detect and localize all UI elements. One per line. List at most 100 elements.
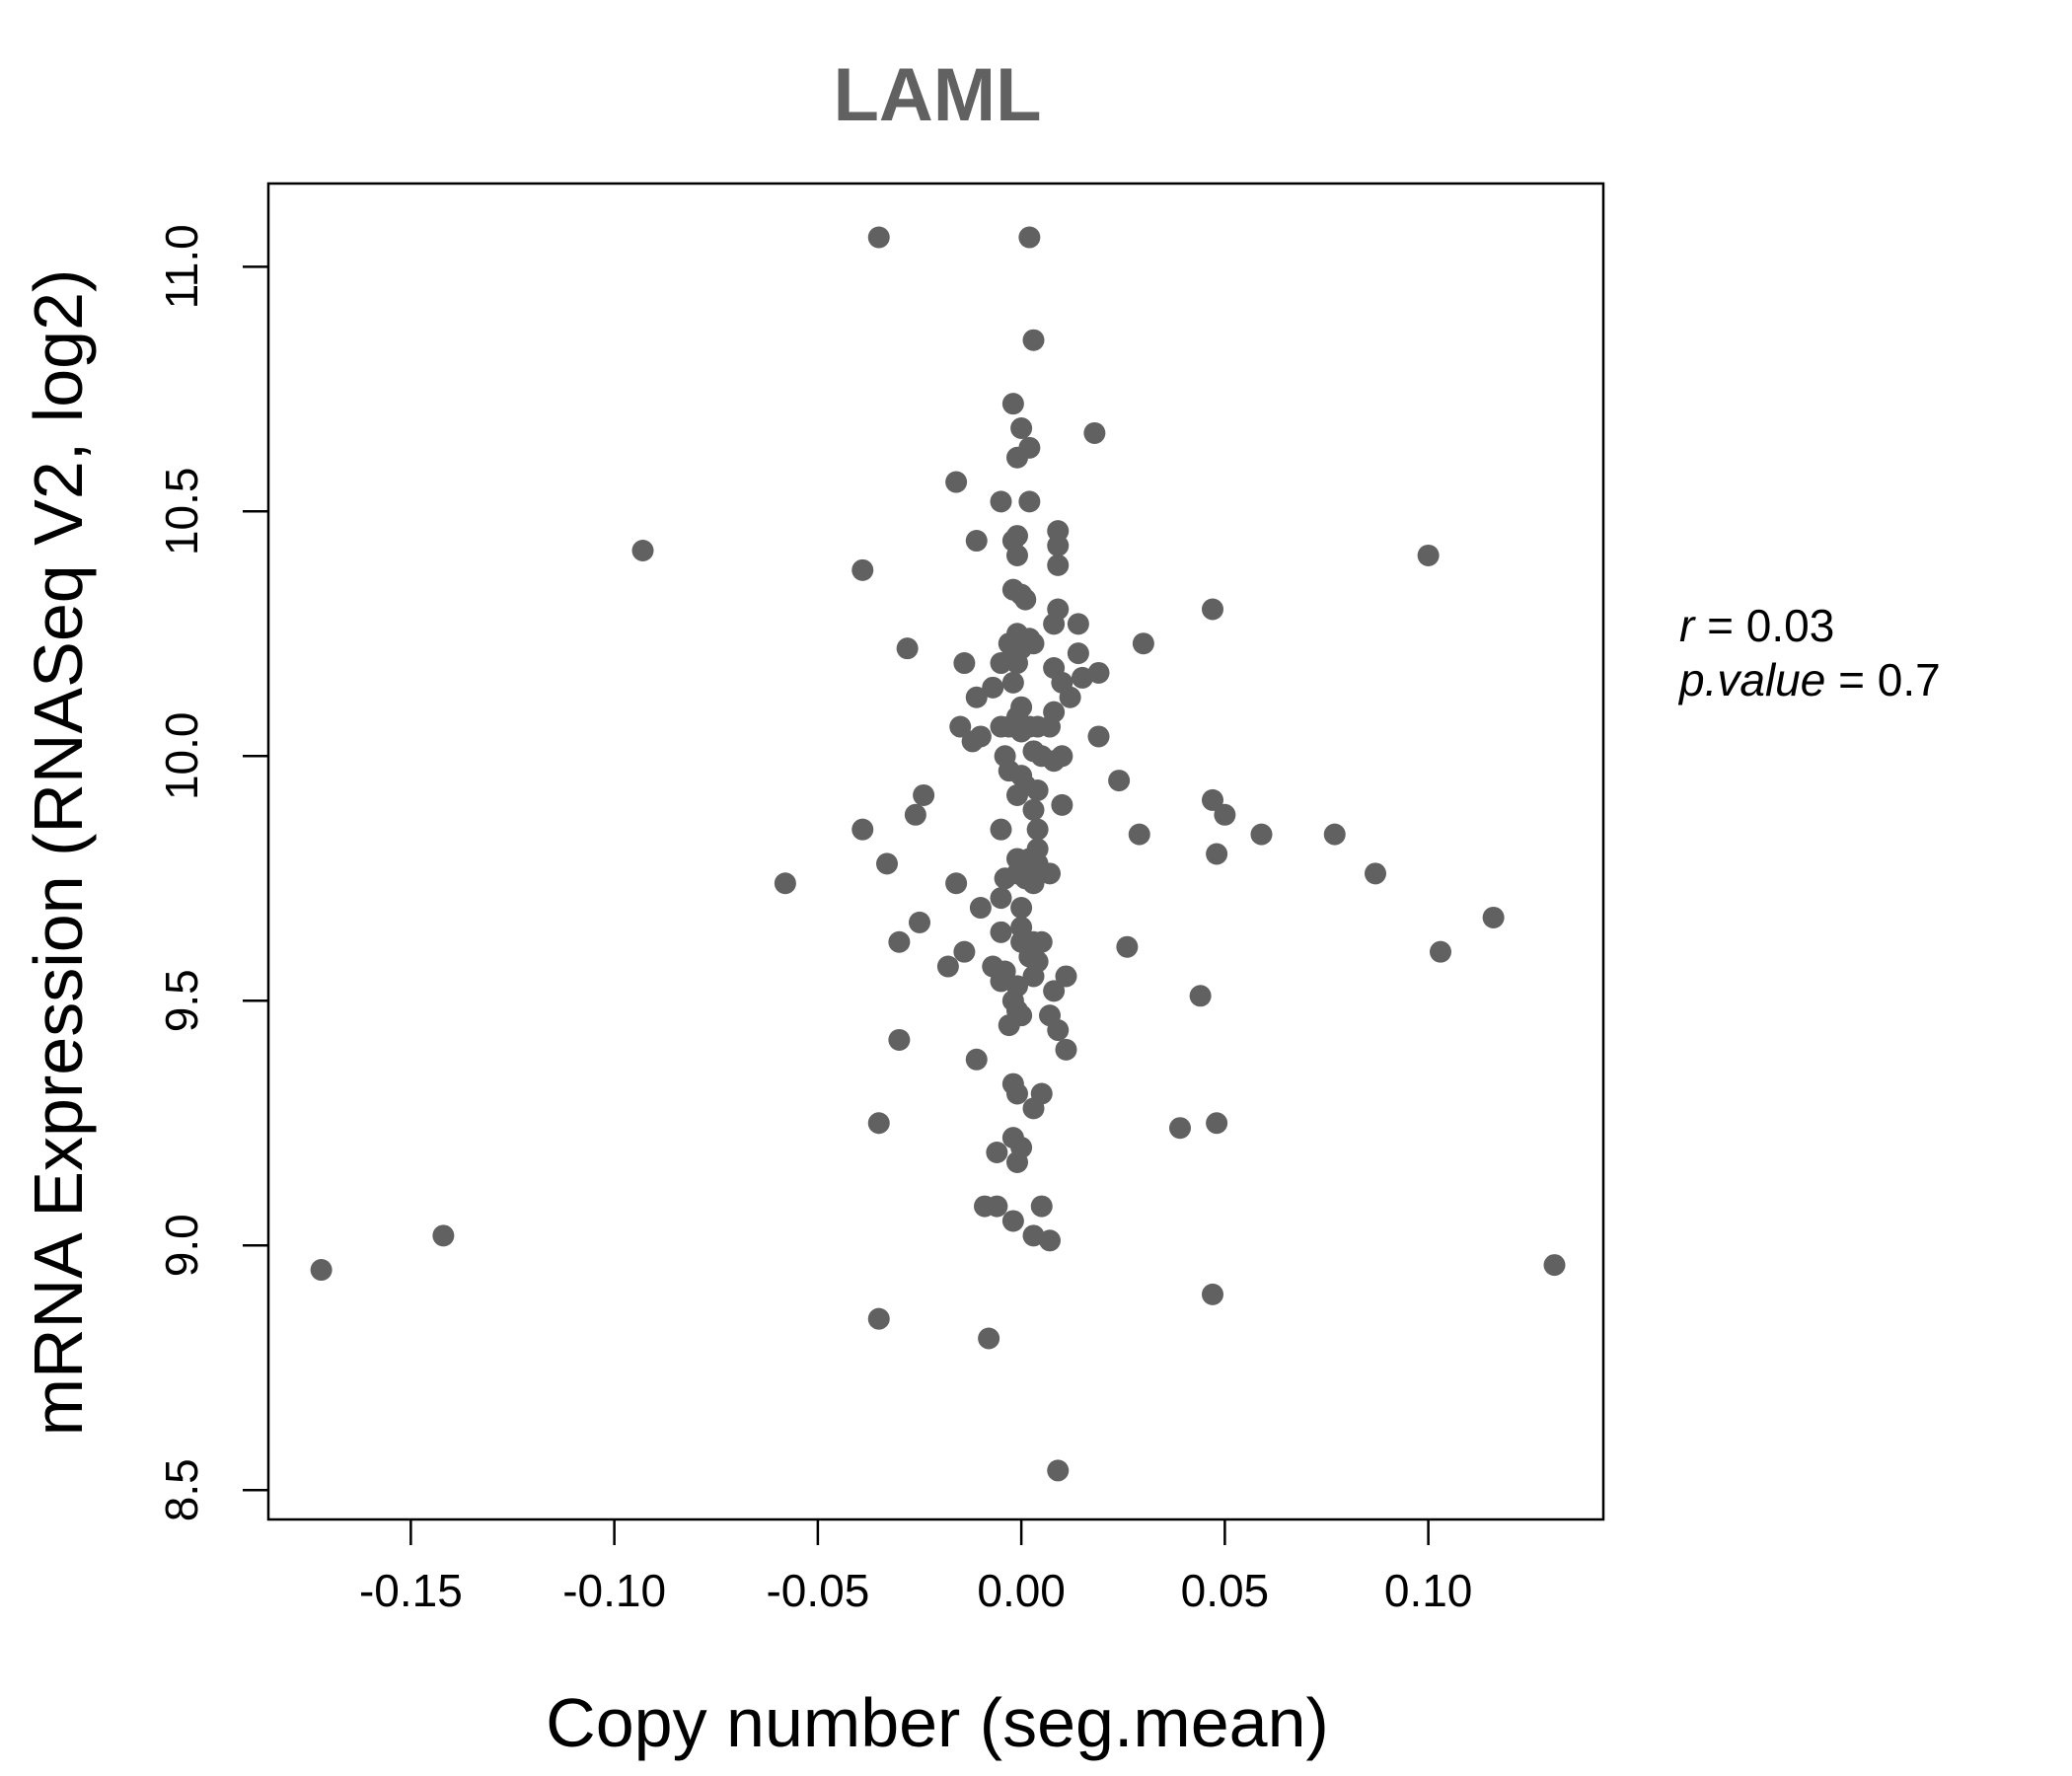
data-point <box>969 897 992 920</box>
data-point <box>867 1112 890 1135</box>
data-point <box>945 872 968 895</box>
data-point <box>990 921 1012 943</box>
data-point <box>1051 793 1073 816</box>
data-point <box>1006 652 1028 675</box>
data-point <box>1006 1150 1028 1173</box>
data-point <box>1030 1195 1053 1218</box>
data-point <box>1067 642 1089 665</box>
data-point <box>1083 421 1106 444</box>
data-point <box>1001 393 1024 415</box>
data-point <box>1132 632 1154 655</box>
data-point <box>631 539 654 561</box>
x-axis: -0.15 -0.10 -0.05 0.00 0.05 0.10 <box>359 1519 1472 1616</box>
data-point <box>1202 788 1223 811</box>
data-point <box>1087 725 1110 748</box>
data-point <box>1022 329 1045 351</box>
data-point <box>867 1307 890 1330</box>
data-point <box>998 1014 1020 1037</box>
data-point <box>990 818 1012 841</box>
data-point <box>1047 535 1070 557</box>
data-point <box>876 852 898 875</box>
data-point <box>1014 588 1037 611</box>
data-point <box>978 1327 1000 1350</box>
data-point <box>1214 803 1236 826</box>
data-point <box>949 715 972 738</box>
data-point <box>1018 226 1041 249</box>
data-point <box>1006 1082 1028 1105</box>
r-value: 0.03 <box>1746 600 1835 651</box>
data-point <box>994 867 1016 890</box>
data-point <box>986 1195 1008 1218</box>
data-point <box>1018 490 1041 513</box>
data-point <box>965 1048 988 1071</box>
data-point <box>990 970 1012 993</box>
data-point <box>1043 750 1066 773</box>
data-point <box>1022 872 1045 895</box>
data-point <box>982 676 1004 699</box>
x-tick-label: -0.10 <box>562 1565 666 1616</box>
data-point <box>1006 783 1028 806</box>
data-point <box>1022 798 1045 821</box>
data-point <box>1022 965 1045 988</box>
data-point <box>986 1142 1008 1164</box>
data-point <box>1047 1459 1070 1482</box>
p-value: 0.7 <box>1878 654 1941 705</box>
data-point <box>1026 779 1049 802</box>
data-point <box>1043 980 1066 1002</box>
data-point <box>936 955 959 978</box>
data-point <box>1108 770 1131 792</box>
y-axis-label: mRNA Expression (RNASeq V2, log2) <box>20 269 97 1437</box>
data-point <box>1006 544 1028 566</box>
data-point <box>990 490 1012 513</box>
data-point <box>990 652 1012 675</box>
data-point <box>1206 1112 1228 1135</box>
data-point <box>1072 666 1093 689</box>
r-label: r <box>1679 600 1696 651</box>
data-point <box>1055 965 1077 988</box>
data-point <box>1010 416 1033 439</box>
data-point <box>1055 1038 1077 1061</box>
y-axis: 8.5 9.0 9.5 10.0 10.5 11.0 <box>156 224 268 1521</box>
data-point <box>1047 1019 1070 1042</box>
data-point <box>851 558 874 581</box>
data-point <box>1059 686 1081 708</box>
x-tick-label: 0.05 <box>1181 1565 1270 1616</box>
data-point <box>432 1224 455 1247</box>
chart-title: LAML <box>833 53 1041 137</box>
data-point <box>965 686 988 708</box>
data-point <box>1202 598 1223 621</box>
data-point <box>896 637 919 660</box>
data-point <box>1026 818 1049 841</box>
data-point <box>961 730 984 753</box>
data-point <box>310 1259 333 1282</box>
data-point <box>1022 1224 1045 1247</box>
data-point <box>1128 823 1150 846</box>
data-point <box>1087 661 1110 684</box>
data-point <box>1250 823 1273 846</box>
data-point <box>953 652 976 675</box>
data-point <box>867 226 890 249</box>
y-tick-label: 9.5 <box>156 969 207 1032</box>
data-point <box>1430 940 1451 963</box>
y-tick-label: 11.0 <box>156 224 207 309</box>
data-point <box>1039 1229 1061 1252</box>
data-point <box>1043 613 1066 635</box>
data-point <box>1006 446 1028 469</box>
data-point <box>1026 715 1049 738</box>
correlation-stat: r = 0.03 <box>1679 600 1834 651</box>
data-point <box>1030 930 1053 953</box>
data-point <box>1022 1097 1045 1120</box>
data-point <box>1010 897 1033 920</box>
data-point <box>953 940 976 963</box>
p-value-stat: p.value = 0.7 <box>1677 654 1941 705</box>
data-point <box>1116 935 1139 958</box>
p-equals: = <box>1825 654 1877 705</box>
data-point <box>909 911 930 933</box>
data-point <box>904 803 926 826</box>
data-point <box>1169 1117 1191 1140</box>
data-point <box>965 530 988 553</box>
x-tick-label: -0.05 <box>766 1565 869 1616</box>
data-point <box>1039 862 1061 885</box>
data-point <box>1001 671 1024 694</box>
